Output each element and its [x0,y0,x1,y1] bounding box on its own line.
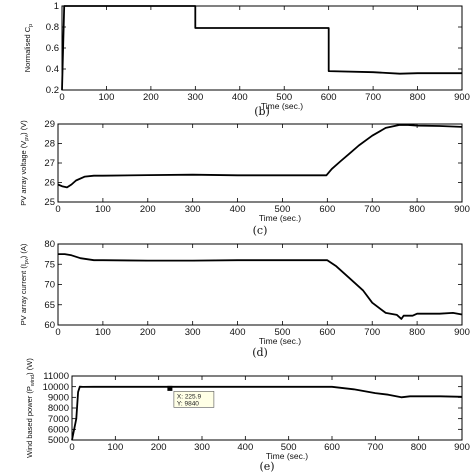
x-tick-label: 500 [275,327,291,338]
x-tick-label: 900 [454,92,470,103]
x-tick-label: 200 [140,204,156,215]
y-tick-label: 0.6 [46,43,59,54]
x-tick-label: 100 [99,92,115,103]
axes-frame [61,5,463,91]
y-tick-label: 60 [44,320,55,331]
x-tick-label: 800 [410,92,426,103]
y-tick-label: 10000 [43,382,69,393]
x-tick-label: 400 [232,92,248,103]
x-axis-label: Time (sec.) [259,213,301,223]
y-axis-label: PV array current (Ipv) (A) [19,243,30,325]
x-tick-label: 500 [276,92,292,103]
x-tick-label: 600 [319,204,335,215]
x-tick-label: 100 [95,204,111,215]
axes-frame [57,243,463,326]
x-tick-label: 400 [237,442,253,453]
panel-caption: (b) [254,105,270,118]
x-tick-label: 600 [319,327,335,338]
y-tick-label: 70 [44,280,55,291]
x-axis-label: Time (sec.) [266,451,308,461]
x-tick-label: 0 [69,442,74,453]
y-axis-label: Normalised Cp [23,24,34,73]
y-axis-label: Wind based power (Pwind) (W) [25,358,36,458]
y-tick-label: 29 [44,119,55,130]
y-tick-label: 6000 [48,425,69,436]
series-line [58,253,463,320]
panel-caption: (c) [253,224,268,237]
x-tick-label: 200 [143,92,159,103]
axes-frame [57,123,463,203]
x-tick-label: 800 [411,442,427,453]
datatip-box [173,391,215,408]
x-tick-label: 800 [409,204,425,215]
axes-frame [71,375,463,441]
series-line [57,124,463,189]
x-tick-label: 700 [367,442,383,453]
datatip-marker [167,385,173,391]
y-axis-label: PV array voltage (Vpv) (V) [19,120,30,206]
y-tick-label: 9000 [48,393,69,404]
y-tick-label: 0.2 [46,85,59,96]
x-tick-label: 0 [55,204,60,215]
y-tick-label: 80 [44,239,55,250]
y-tick-label: 0.4 [46,64,59,75]
x-axis-label: Time (sec.) [259,336,301,346]
panel-caption: (d) [252,346,268,359]
y-tick-label: 1 [54,1,59,12]
x-tick-label: 900 [454,327,470,338]
y-tick-label: 65 [44,300,55,311]
x-tick-label: 500 [275,204,291,215]
x-tick-label: 200 [140,327,156,338]
x-tick-label: 400 [230,327,246,338]
y-tick-label: 75 [44,259,55,270]
panel-caption: (e) [259,460,274,473]
x-tick-label: 100 [107,442,123,453]
panel-d: 0 100 200 300 400 500 600 700 800 900 60 65 70 75 80 Ti… [19,239,470,359]
x-tick-label: 700 [364,327,380,338]
y-tick-label: 11000 [43,371,69,382]
panel-c: 0 100 200 300 400 500 600 700 800 900 25 26 27 28 29 Ti… [19,119,470,237]
datatip-y-label: Y: 9840 [177,400,199,407]
x-tick-label: 700 [364,204,380,215]
x-tick-label: 300 [194,442,210,453]
x-tick-label: 300 [185,327,201,338]
y-tick-label: 26 [44,178,55,189]
x-tick-label: 100 [95,327,111,338]
x-tick-label: 800 [409,327,425,338]
panel-e: 0 100 200 300 400 500 600 700 800 900 500060007000… [25,358,470,473]
y-tick-label: 5000 [48,435,69,446]
y-tick-label: 0.8 [46,22,59,33]
series-line [61,5,462,91]
x-tick-label: 200 [151,442,167,453]
y-tick-label: 27 [44,158,55,169]
y-tick-label: 7000 [48,414,69,425]
datatip-x-label: X: 225.9 [177,393,202,400]
x-tick-label: 900 [454,442,470,453]
x-tick-label: 600 [321,92,337,103]
series-line [71,385,463,441]
panel-b: 0 100 200 300 400 500 600 700 800 900 0.2 0.4 0.6 0.8… [23,1,470,118]
x-tick-label: 600 [324,442,340,453]
x-tick-label: 300 [185,204,201,215]
x-tick-label: 300 [187,92,203,103]
y-tick-label: 28 [44,139,55,150]
y-tick-label: 25 [44,197,55,208]
y-tick-label: 8000 [48,403,69,414]
x-tick-label: 700 [365,92,381,103]
x-tick-label: 500 [281,442,297,453]
x-tick-label: 900 [454,204,470,215]
x-axis-label: Time (sec.) [261,101,303,111]
x-tick-label: 0 [55,327,60,338]
x-tick-label: 400 [230,204,246,215]
x-tick-label: 0 [59,92,64,103]
